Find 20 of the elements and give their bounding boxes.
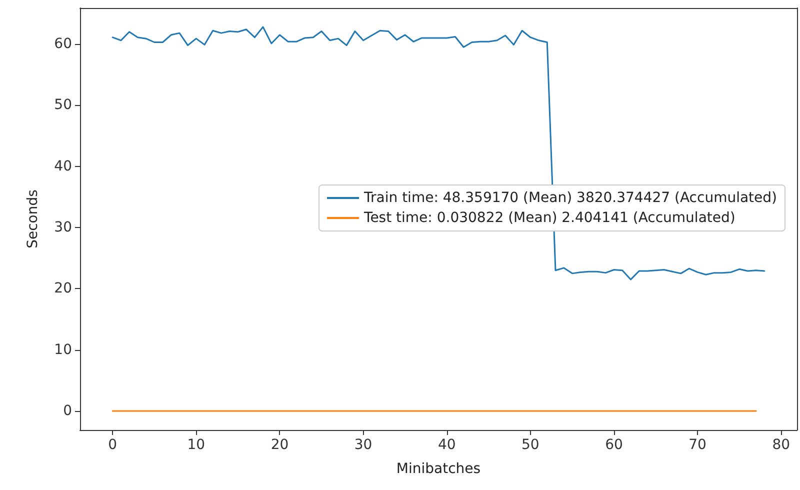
y-tick-label: 50 — [54, 97, 72, 114]
y-tick-label: 20 — [54, 280, 72, 297]
x-tick-label: 40 — [438, 437, 456, 453]
x-tick-label: 70 — [688, 437, 706, 453]
x-tick-label: 0 — [108, 437, 118, 453]
x-tick-label: 10 — [187, 437, 206, 453]
y-axis-title: Seconds — [25, 190, 41, 248]
y-tick-label: 0 — [63, 403, 72, 420]
x-axis-title: Minibatches — [396, 461, 481, 477]
legend-label: Test time: 0.030822 (Mean) 2.404141 (Accumulated) — [363, 210, 736, 226]
legend-label: Train time: 48.359170 (Mean) 3820.374427 (Accumulated) — [363, 190, 778, 206]
x-tick-label: 80 — [772, 437, 790, 453]
x-tick-label: 20 — [270, 437, 289, 453]
y-tick-label: 60 — [54, 36, 72, 52]
x-tick-label: 30 — [354, 437, 372, 453]
x-tick-label: 50 — [522, 437, 540, 453]
y-tick-label: 30 — [54, 220, 72, 236]
y-tick-label: 40 — [54, 158, 72, 174]
x-tick-label: 60 — [605, 437, 623, 453]
y-tick-label: 10 — [54, 342, 72, 358]
